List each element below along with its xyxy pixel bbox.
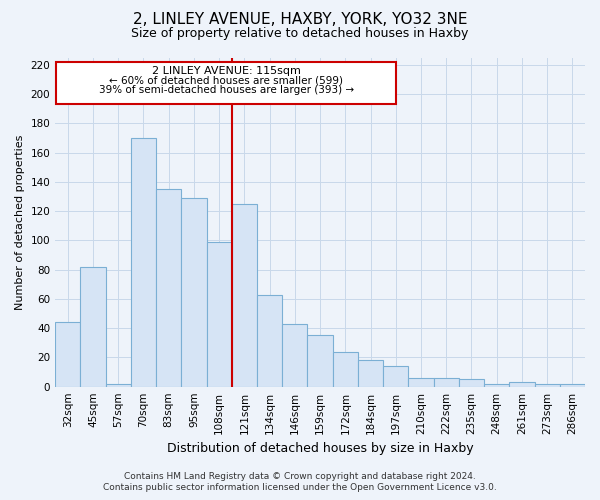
Text: Contains HM Land Registry data © Crown copyright and database right 2024.
Contai: Contains HM Land Registry data © Crown c… [103, 472, 497, 492]
Bar [358, 360, 383, 386]
Bar [257, 294, 282, 386]
Text: 2 LINLEY AVENUE: 115sqm: 2 LINLEY AVENUE: 115sqm [152, 66, 301, 76]
Bar [535, 384, 560, 386]
X-axis label: Distribution of detached houses by size in Haxby: Distribution of detached houses by size … [167, 442, 473, 455]
Bar [434, 378, 459, 386]
Bar [106, 384, 131, 386]
FancyBboxPatch shape [56, 62, 396, 104]
Bar [181, 198, 206, 386]
Bar [131, 138, 156, 386]
Text: Size of property relative to detached houses in Haxby: Size of property relative to detached ho… [131, 28, 469, 40]
Text: 39% of semi-detached houses are larger (393) →: 39% of semi-detached houses are larger (… [98, 84, 353, 94]
Bar [459, 380, 484, 386]
Text: ← 60% of detached houses are smaller (599): ← 60% of detached houses are smaller (59… [109, 75, 343, 85]
Bar [55, 322, 80, 386]
Text: 2, LINLEY AVENUE, HAXBY, YORK, YO32 3NE: 2, LINLEY AVENUE, HAXBY, YORK, YO32 3NE [133, 12, 467, 28]
Bar [484, 384, 509, 386]
Bar [156, 189, 181, 386]
Bar [383, 366, 409, 386]
Bar [560, 384, 585, 386]
Bar [80, 266, 106, 386]
Y-axis label: Number of detached properties: Number of detached properties [15, 134, 25, 310]
Bar [409, 378, 434, 386]
Bar [282, 324, 307, 386]
Bar [232, 204, 257, 386]
Bar [206, 242, 232, 386]
Bar [307, 336, 332, 386]
Bar [332, 352, 358, 386]
Bar [509, 382, 535, 386]
